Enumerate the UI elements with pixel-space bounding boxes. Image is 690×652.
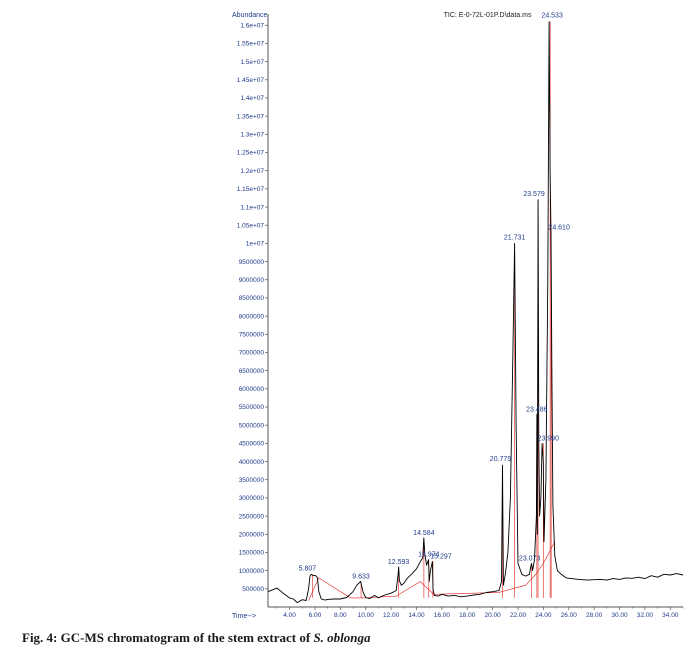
x-tick-label: 28.00	[586, 612, 603, 619]
y-tick-label: 1.15e+07	[237, 186, 265, 193]
y-tick-label: 7500000	[239, 332, 265, 339]
x-tick-label: 22.00	[510, 612, 527, 619]
y-tick-label: 8000000	[239, 313, 265, 320]
chart-title: TIC: E-0-72L-01P.D\data.ms	[444, 12, 532, 19]
y-tick-label: 2000000	[239, 531, 265, 538]
y-tick-label: 6500000	[239, 368, 265, 375]
y-tick-label: 1.1e+07	[240, 204, 264, 211]
y-tick-label: 1.5e+07	[240, 59, 264, 66]
y-tick-label: 1000000	[239, 568, 265, 575]
y-tick-label: 1.6e+07	[240, 22, 264, 29]
peak-label: 14.584	[413, 530, 435, 537]
y-tick-label: 1.35e+07	[237, 113, 265, 120]
y-tick-label: 7000000	[239, 350, 265, 357]
peak-label: 9.633	[352, 574, 370, 581]
x-tick-label: 14.00	[408, 612, 425, 619]
x-tick-label: 16.00	[434, 612, 451, 619]
peak-label: 14.974	[418, 552, 440, 559]
peak-label: 15.297	[430, 554, 452, 561]
y-tick-label: 4000000	[239, 459, 265, 466]
x-tick-label: 26.00	[561, 612, 578, 619]
y-tick-label: 1.4e+07	[240, 95, 264, 102]
peak-label: 24.533	[541, 13, 563, 20]
y-tick-label: 1.2e+07	[240, 168, 264, 175]
x-tick-label: 32.00	[637, 612, 654, 619]
peak-label: 12.593	[388, 559, 410, 566]
y-axis-label: Abundance	[232, 12, 268, 19]
peak-label: 21.731	[504, 234, 526, 241]
y-tick-label: 6000000	[239, 386, 265, 393]
y-tick-label: 5000000	[239, 422, 265, 429]
y-tick-label: 5500000	[239, 404, 265, 411]
y-tick-label: 1.25e+07	[237, 150, 265, 157]
x-tick-label: 34.00	[662, 612, 679, 619]
peak-label: 23.579	[523, 191, 545, 198]
figure-caption: Fig. 4: GC-MS chromatogram of the stem e…	[22, 630, 371, 646]
x-axis-label: Time-->	[232, 613, 256, 620]
y-tick-label: 4500000	[239, 441, 265, 448]
peak-label: 23.073	[519, 555, 541, 562]
y-tick-label: 1.55e+07	[237, 41, 265, 48]
x-tick-label: 8.00	[334, 612, 347, 619]
caption-prefix: Fig. 4: GC-MS chromatogram of the stem e…	[22, 630, 314, 645]
x-tick-label: 10.00	[358, 612, 375, 619]
integration-baseline	[308, 541, 556, 601]
x-tick-label: 12.00	[383, 612, 400, 619]
y-tick-label: 500000	[242, 586, 264, 593]
y-tick-label: 9500000	[239, 259, 265, 266]
peak-label: 23.486	[526, 406, 548, 413]
x-tick-label: 24.00	[535, 612, 552, 619]
x-tick-label: 4.00	[283, 612, 296, 619]
y-tick-label: 1.3e+07	[240, 132, 264, 139]
x-tick-label: 20.00	[484, 612, 501, 619]
peak-label: 24.610	[548, 225, 570, 232]
peak-label: 20.779	[490, 456, 512, 463]
y-tick-label: 1.45e+07	[237, 77, 265, 84]
y-tick-label: 3500000	[239, 477, 265, 484]
y-tick-label: 3000000	[239, 495, 265, 502]
x-tick-label: 18.00	[459, 612, 476, 619]
x-tick-label: 6.00	[309, 612, 322, 619]
peak-label: 23.990	[538, 435, 560, 442]
y-tick-label: 2500000	[239, 513, 265, 520]
y-tick-label: 1500000	[239, 550, 265, 557]
tic-trace	[267, 21, 684, 604]
y-tick-label: 8500000	[239, 295, 265, 302]
caption-species: S. oblonga	[313, 630, 371, 645]
y-tick-label: 1.05e+07	[237, 222, 265, 229]
y-tick-label: 9000000	[239, 277, 265, 284]
peak-label: 5.807	[299, 565, 317, 572]
x-tick-label: 30.00	[611, 612, 628, 619]
y-tick-label: 1e+07	[246, 241, 265, 248]
